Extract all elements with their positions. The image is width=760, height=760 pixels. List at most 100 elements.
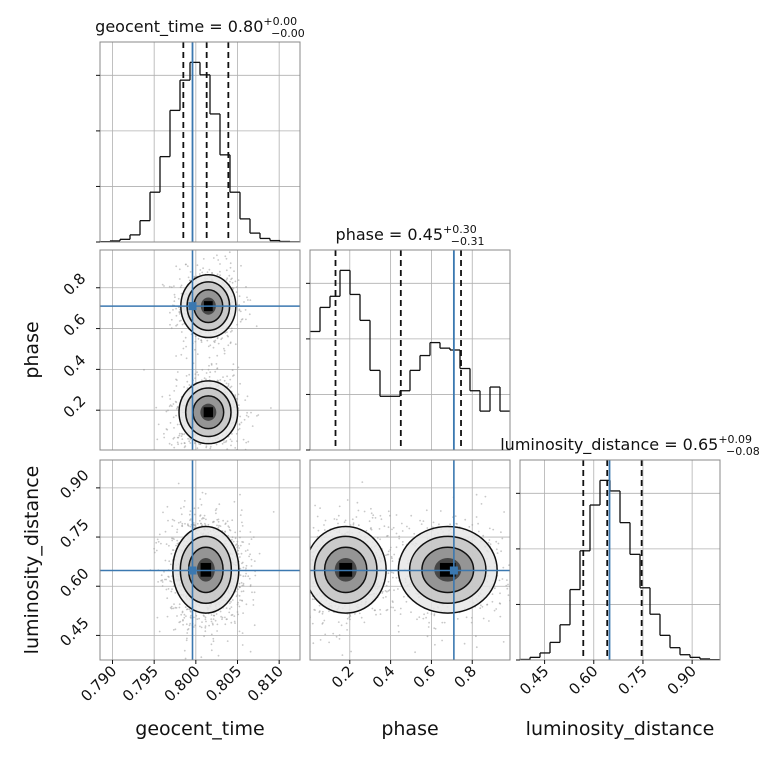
sample-point — [235, 595, 238, 598]
sample-point — [238, 308, 241, 311]
sample-point — [250, 411, 252, 414]
title-plus: +0.00 — [263, 15, 297, 28]
sample-point — [210, 614, 213, 616]
sample-point — [183, 613, 186, 616]
sample-point — [235, 397, 238, 400]
sample-point — [229, 341, 232, 344]
sample-point — [413, 532, 416, 535]
sample-point — [219, 270, 221, 273]
sample-point — [196, 264, 199, 267]
contour-line — [184, 387, 232, 438]
sample-point — [194, 524, 197, 527]
sample-point — [314, 504, 316, 507]
sample-point — [427, 626, 430, 628]
sample-point — [337, 514, 340, 517]
sample-point — [189, 510, 192, 512]
sample-point — [173, 293, 176, 296]
sample-point — [173, 436, 176, 439]
sample-point — [495, 548, 498, 551]
sample-point — [157, 423, 160, 426]
sample-point — [304, 567, 306, 569]
sample-point — [507, 594, 510, 597]
sample-point — [488, 539, 491, 541]
sample-point — [305, 564, 307, 566]
sample-point — [374, 517, 377, 519]
sample-point — [169, 398, 172, 400]
sample-point — [186, 632, 189, 634]
sample-point — [173, 603, 175, 605]
sample-point — [171, 405, 173, 407]
sample-point — [193, 507, 196, 510]
sample-point — [371, 607, 374, 610]
sample-point — [253, 560, 256, 562]
sample-point — [337, 621, 340, 623]
sample-point — [223, 379, 226, 382]
sample-point — [239, 567, 242, 570]
sample-point — [171, 525, 174, 527]
sample-point — [257, 414, 260, 416]
sample-point — [395, 576, 398, 579]
sample-point — [337, 522, 339, 525]
sample-point — [390, 555, 393, 558]
sample-point — [426, 612, 429, 614]
sample-point — [291, 582, 293, 584]
sample-point — [176, 539, 179, 542]
sample-point — [189, 518, 192, 520]
sample-point — [168, 442, 171, 445]
sample-point — [229, 607, 231, 610]
sample-point — [399, 607, 402, 610]
sample-point — [181, 456, 183, 458]
sample-point — [201, 491, 204, 494]
sample-point — [175, 265, 178, 268]
sample-point — [245, 414, 248, 417]
sample-point — [250, 565, 253, 567]
sample-point — [487, 541, 490, 544]
sample-point — [481, 605, 484, 608]
sample-point — [322, 610, 324, 613]
sample-point — [163, 570, 165, 573]
sample-point — [214, 509, 217, 512]
title-plus: +0.09 — [718, 433, 752, 446]
sample-point — [165, 588, 168, 591]
sample-point — [187, 437, 190, 440]
sample-point — [392, 576, 394, 579]
x-tick-label: 0.805 — [202, 662, 245, 705]
sample-point — [168, 560, 171, 563]
sample-point — [493, 609, 496, 612]
sample-point — [201, 621, 203, 623]
sample-point — [239, 382, 242, 385]
sample-point — [244, 575, 247, 577]
sample-point — [215, 613, 218, 615]
sample-point — [157, 581, 160, 583]
sample-point — [169, 422, 172, 424]
sample-point — [414, 651, 416, 654]
sample-point — [346, 629, 348, 631]
sample-point — [231, 519, 234, 522]
sample-point — [181, 323, 184, 326]
sample-point — [206, 271, 209, 274]
sample-point — [218, 524, 220, 527]
sample-point — [210, 643, 213, 646]
x-tick-label: 0.6 — [410, 662, 440, 692]
sample-point — [495, 608, 498, 610]
sample-point — [240, 421, 243, 424]
sample-point — [363, 621, 366, 624]
sample-point — [240, 318, 243, 321]
sample-point — [199, 514, 202, 516]
sample-point — [177, 297, 180, 300]
sample-point — [194, 624, 197, 627]
sample-point — [217, 259, 220, 261]
sample-point — [422, 617, 425, 620]
title-main: phase = 0.45 — [336, 225, 443, 244]
sample-point — [199, 498, 202, 500]
sample-point — [356, 501, 359, 504]
sample-point — [425, 509, 428, 512]
sample-point — [181, 522, 184, 525]
sample-point — [513, 568, 515, 570]
sample-point — [215, 512, 217, 515]
sample-point — [195, 614, 198, 617]
sample-point — [232, 540, 235, 543]
sample-point — [236, 611, 239, 613]
sample-point — [434, 627, 437, 630]
